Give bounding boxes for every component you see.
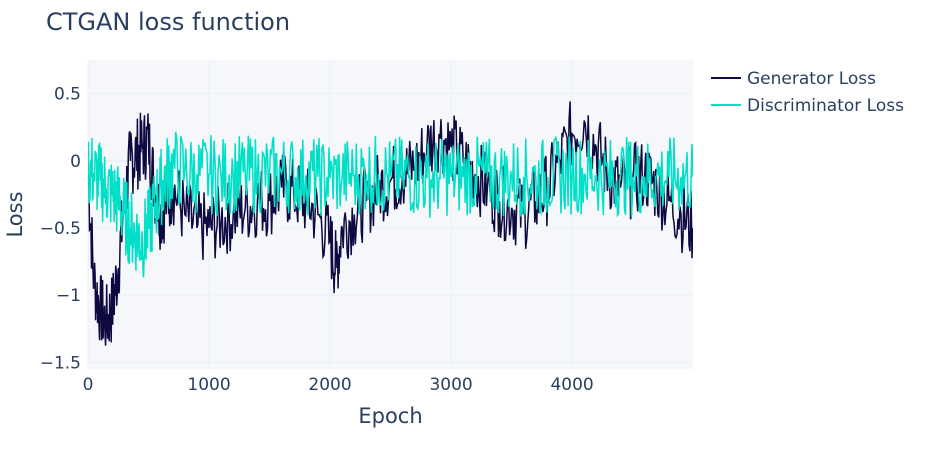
- legend-item-discriminator[interactable]: Discriminator Loss: [711, 96, 904, 116]
- chart-title: CTGAN loss function: [46, 8, 290, 36]
- x-tick-label: 2000: [308, 375, 351, 395]
- x-tick-label: 4000: [550, 375, 593, 395]
- legend-label: Discriminator Loss: [747, 96, 904, 116]
- legend-label: Generator Loss: [747, 69, 876, 89]
- y-tick-label: −1: [56, 286, 81, 306]
- y-tick-label: 0: [70, 152, 81, 172]
- x-tick-label: 0: [83, 375, 94, 395]
- y-tick-label: −0.5: [40, 219, 81, 239]
- y-tick-label: −1.5: [40, 353, 81, 373]
- y-tick-label: 0.5: [54, 85, 81, 105]
- legend-item-generator[interactable]: Generator Loss: [711, 69, 876, 89]
- x-tick-label: 3000: [429, 375, 472, 395]
- x-tick-label: 1000: [187, 375, 230, 395]
- y-axis-title: Loss: [3, 191, 27, 237]
- legend[interactable]: Generator Loss Discriminator Loss: [711, 69, 904, 116]
- plot-area: [88, 60, 693, 369]
- x-axis-ticks: 0 1000 2000 3000 4000: [83, 375, 594, 395]
- series-line-discriminator: [88, 131, 693, 278]
- x-axis-title: Epoch: [358, 404, 422, 428]
- series-layer: [88, 101, 693, 346]
- y-axis-ticks: −1.5 −1 −0.5 0 0.5: [40, 85, 81, 374]
